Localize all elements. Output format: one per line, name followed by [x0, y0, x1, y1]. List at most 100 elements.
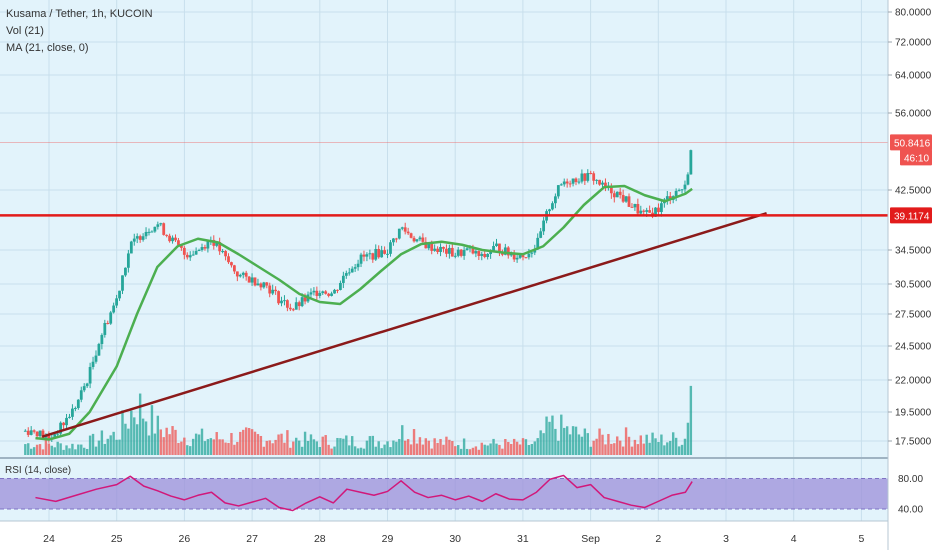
candle-body [330, 293, 333, 296]
candle-body [232, 265, 236, 272]
candle-body [633, 204, 637, 208]
ascending-trendline [41, 212, 767, 438]
candle-body [76, 399, 80, 409]
volume-bar [268, 440, 271, 455]
volume-bar [671, 432, 675, 455]
volume-bar [180, 441, 183, 455]
volume-bar [250, 429, 254, 455]
volume-bar [624, 427, 628, 455]
candle-body [409, 233, 413, 238]
volume-bar [189, 446, 192, 455]
volume-bar [256, 434, 260, 455]
candle-body [126, 253, 130, 268]
candle-body [418, 237, 422, 240]
volume-bar [209, 438, 213, 455]
volume-bar [536, 438, 539, 455]
candle-body [118, 290, 121, 299]
volume-bar [115, 439, 118, 455]
volume-bar [121, 410, 124, 455]
candle-body [480, 253, 484, 256]
candle-body [73, 408, 77, 410]
candle-body [665, 196, 669, 200]
candle-body [377, 248, 381, 258]
candle-body [71, 408, 74, 417]
volume-bar [398, 439, 401, 455]
volume-bar [259, 435, 263, 455]
volume-bar [38, 444, 42, 455]
candle-body [503, 247, 507, 255]
candle-body [41, 430, 45, 438]
volume-bar [412, 429, 416, 455]
candle-body [530, 252, 534, 254]
volume-bar [309, 434, 313, 455]
price-badge [900, 149, 932, 166]
volume-bar [333, 446, 336, 455]
candle-body [421, 237, 425, 242]
candle-body [353, 267, 357, 269]
volume-bar [630, 446, 634, 455]
candle-body [642, 210, 646, 212]
candle-body [521, 255, 525, 258]
price-axis-label: 17.5000 [895, 437, 932, 448]
candle-body [604, 182, 607, 188]
time-axis-label: 4 [791, 533, 797, 545]
candle-body [442, 246, 445, 249]
candle-body [26, 430, 30, 435]
volume-bar [477, 449, 481, 455]
volume-bar [271, 443, 274, 455]
volume-bar [515, 441, 519, 455]
candle-body [424, 241, 428, 249]
time-axis-label: 27 [246, 533, 258, 545]
volume-bar [424, 438, 428, 455]
candle-body [265, 282, 269, 286]
ma-legend[interactable]: MA (21, close, 0) [6, 42, 89, 54]
volume-bar [533, 441, 536, 455]
volume-bar [303, 431, 307, 455]
price-axis-label: 64.0000 [895, 71, 932, 82]
volume-bar [65, 445, 68, 455]
volume-bar [542, 433, 545, 455]
volume-bar [471, 447, 475, 455]
candle-body [383, 250, 386, 254]
candle-body [29, 430, 33, 435]
rsi-band [0, 478, 888, 509]
volume-bar [518, 444, 522, 455]
candle-body [121, 275, 124, 291]
volume-bar [451, 441, 454, 455]
rsi-legend[interactable]: RSI (14, close) [5, 465, 72, 476]
volume-legend[interactable]: Vol (21) [6, 25, 44, 37]
candle-body [542, 220, 546, 232]
volume-bar [41, 449, 45, 455]
volume-bar [645, 434, 648, 455]
volume-bar [530, 443, 534, 455]
candle-body [583, 173, 587, 181]
volume-bar [648, 442, 651, 455]
volume-bar [686, 422, 690, 455]
volume-bar [130, 410, 133, 455]
candle-body [88, 366, 92, 384]
candle-body [32, 430, 36, 432]
volume-bar [436, 442, 439, 455]
candle-body [677, 190, 681, 192]
volume-bar [124, 423, 127, 455]
candle-body [271, 289, 275, 294]
volume-bar [598, 428, 601, 455]
volume-bar [501, 448, 504, 455]
volume-bar [589, 446, 592, 455]
symbol-legend[interactable]: Kusama / Tether, 1h, KUCOIN [6, 8, 153, 20]
time-axis-label: 3 [723, 533, 729, 545]
price-axis-label: 72.0000 [895, 38, 932, 49]
candle-body [574, 178, 578, 183]
volume-bar [374, 446, 377, 455]
candle-body [689, 150, 693, 175]
price-axis-label: 30.5000 [895, 280, 932, 291]
volume-bar [236, 441, 239, 455]
candle-body [144, 231, 148, 237]
candle-body [182, 247, 186, 255]
volume-bar [174, 429, 177, 455]
candle-body [297, 302, 301, 307]
candle-body [686, 174, 690, 185]
candle-body [445, 248, 448, 254]
